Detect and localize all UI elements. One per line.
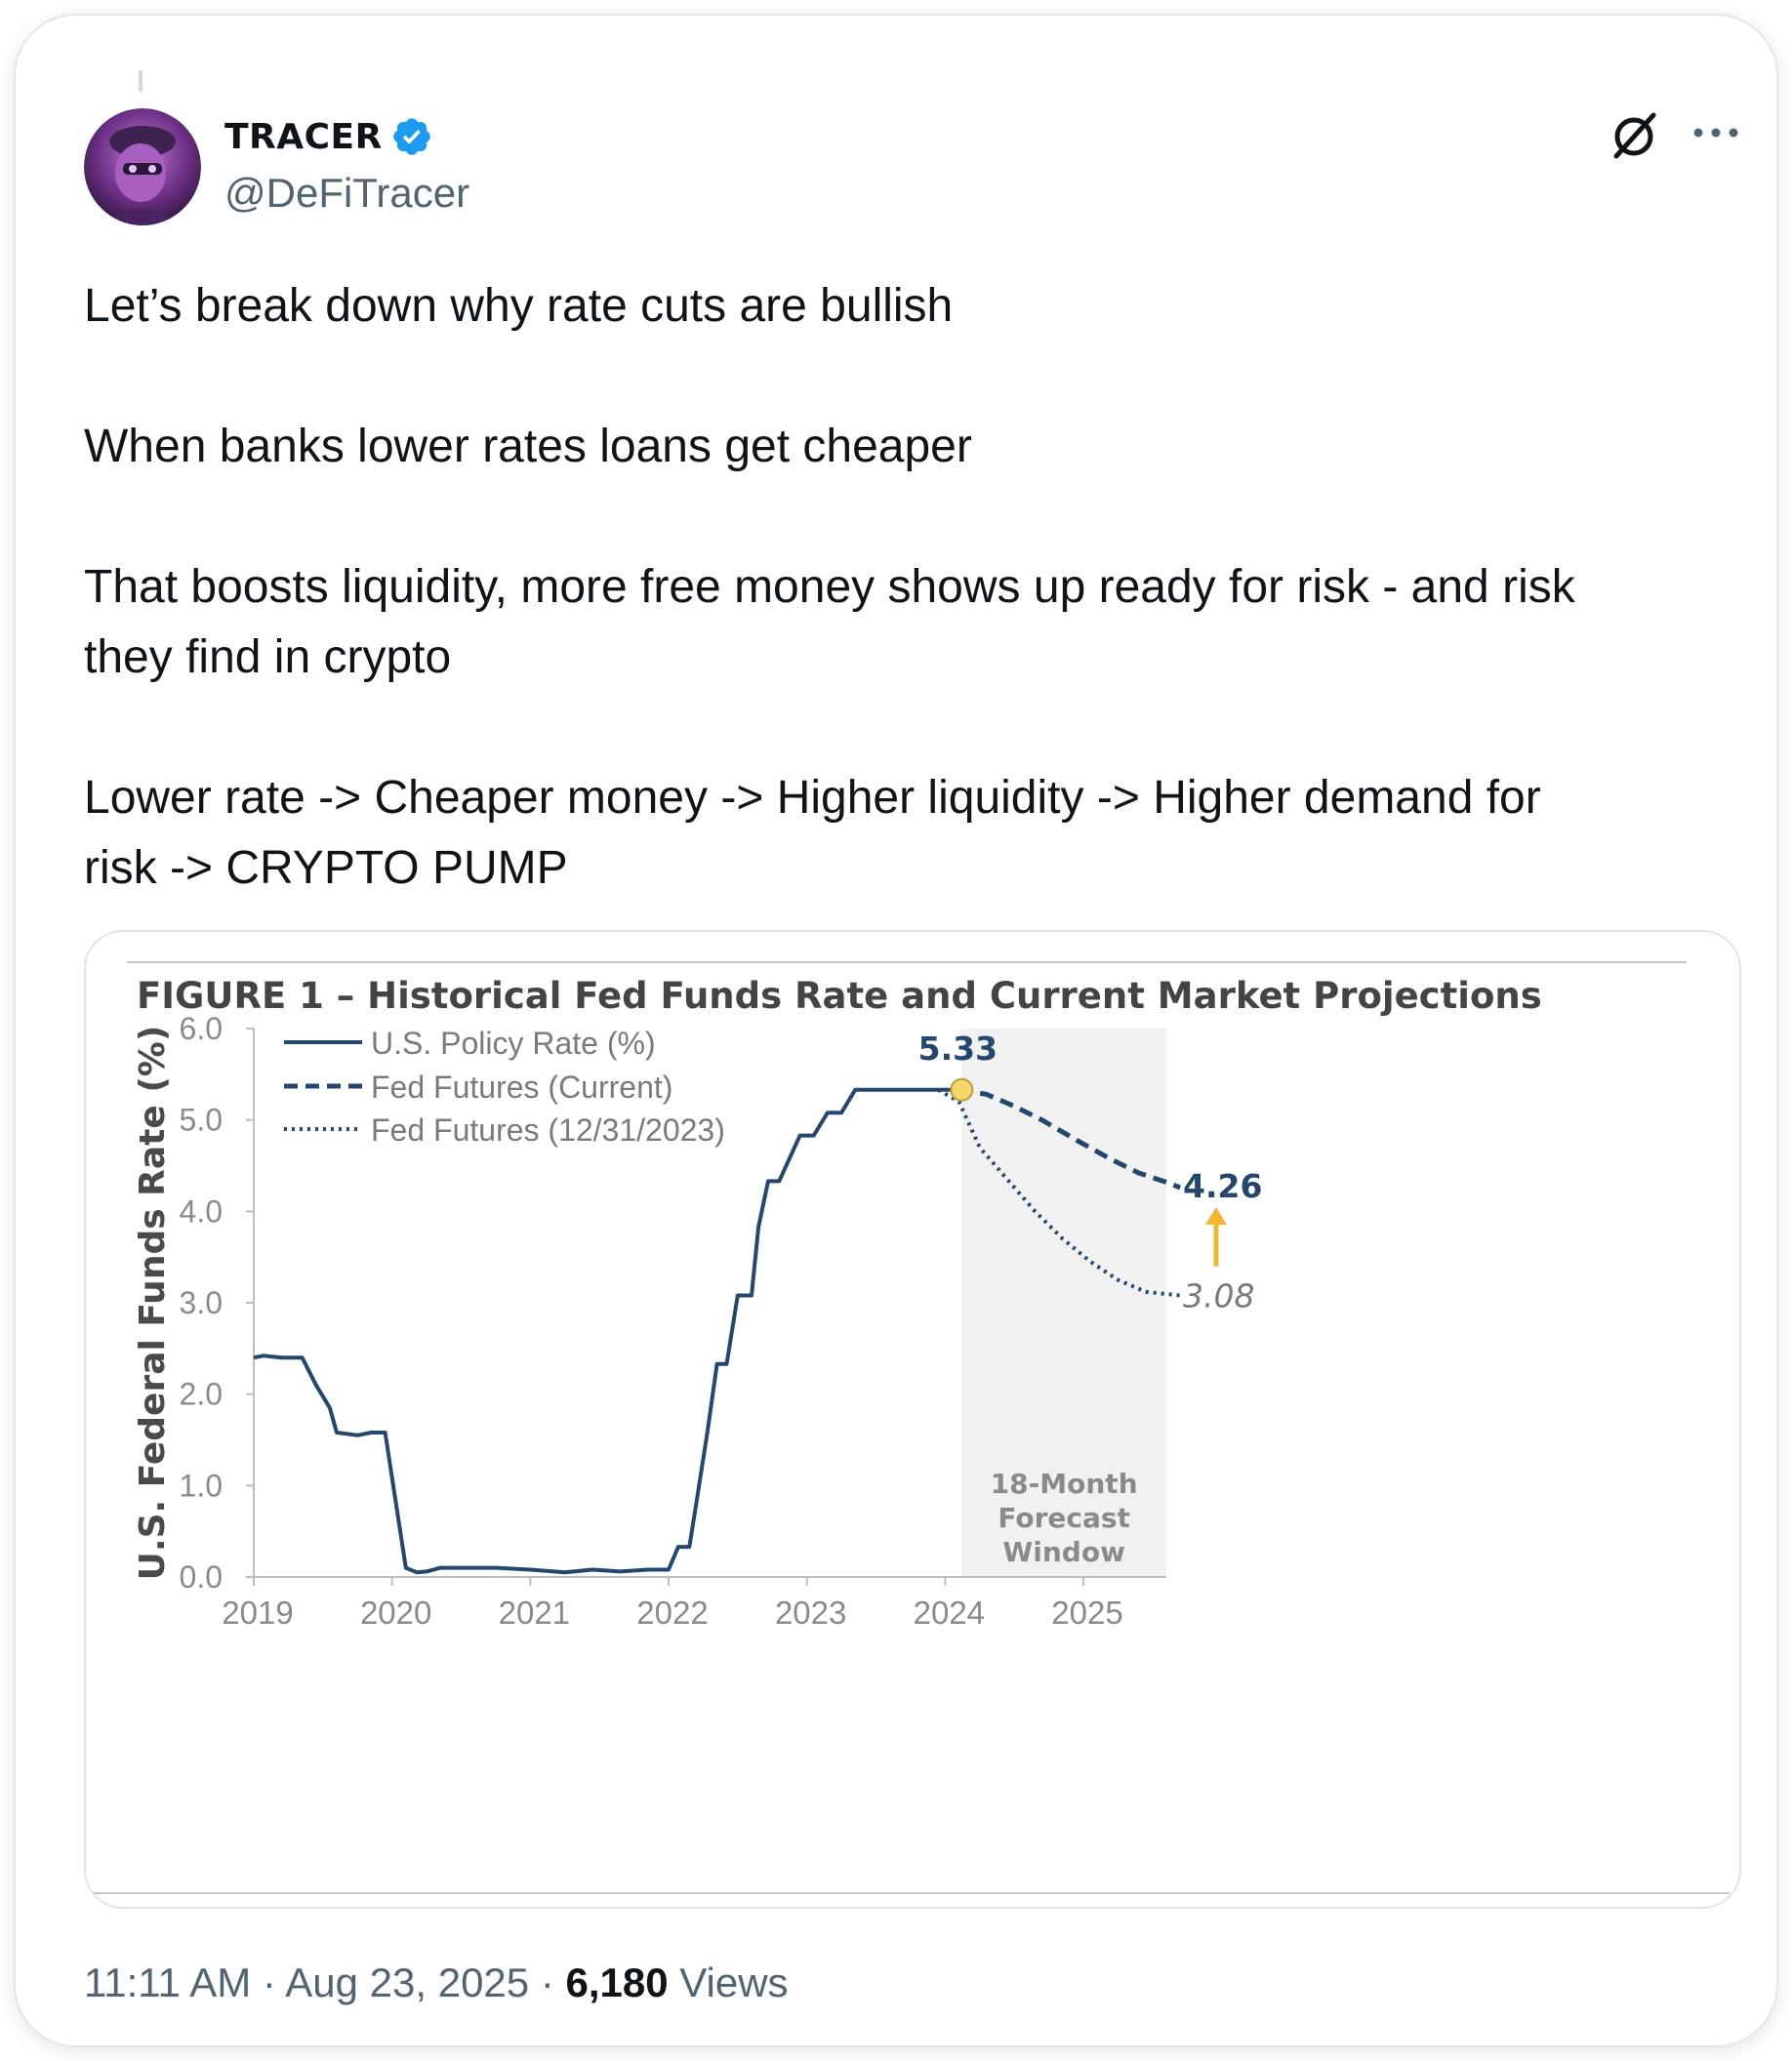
- series-line-dotted: [937, 1088, 1181, 1298]
- legend-label: Fed Futures (Current): [371, 1070, 672, 1105]
- tweet-date[interactable]: Aug 23, 2025: [285, 1960, 530, 2005]
- avatar-image: [84, 108, 201, 225]
- y-tick-label: 0.0: [180, 1559, 223, 1595]
- forecast-window-label: 18-Month: [991, 1468, 1138, 1500]
- y-tick-label: 2.0: [180, 1377, 223, 1412]
- y-tick-label: 1.0: [180, 1468, 223, 1503]
- y-tick-label: 6.0: [180, 1011, 223, 1046]
- x-tick-label: 2025: [1051, 1595, 1122, 1631]
- chart-title: FIGURE 1 – Historical Fed Funds Rate and…: [137, 975, 1542, 1017]
- annotation-current-rate: 5.33: [918, 1030, 998, 1068]
- tweet-media-chart[interactable]: FIGURE 1 – Historical Fed Funds Rate and…: [84, 930, 1741, 1909]
- x-tick-label: 2024: [914, 1595, 985, 1631]
- views-count: 6,180: [565, 1960, 669, 2005]
- x-tick-label: 2020: [360, 1595, 431, 1631]
- views-label: Views: [679, 1960, 789, 2005]
- x-tick-label: 2023: [775, 1595, 846, 1631]
- tweet-meta: 11:11 AM · Aug 23, 2025 · 6,180 Views: [84, 1960, 789, 2006]
- display-name[interactable]: TRACER: [224, 116, 383, 157]
- tweet-paragraph: When banks lower rates loans get cheaper: [84, 421, 972, 472]
- arrow-up-icon: [1205, 1206, 1227, 1225]
- tweet-card: TRACER @DeFiTracer Let’s break down why …: [14, 14, 1778, 2047]
- author-name-row: TRACER: [224, 115, 433, 158]
- thread-line: [139, 70, 143, 92]
- tweet-paragraph: Lower rate -> Cheaper money -> Higher li…: [84, 772, 1541, 894]
- forecast-window-label: Forecast: [998, 1502, 1130, 1534]
- annotation-prior-futures: 3.08: [1183, 1277, 1254, 1315]
- annotation-current-futures: 4.26: [1183, 1167, 1262, 1205]
- tweet-text: Let’s break down why rate cuts are bulli…: [84, 271, 1743, 904]
- y-axis-label: U.S. Federal Funds Rate (%): [133, 1026, 173, 1581]
- x-tick-label: 2019: [222, 1595, 293, 1631]
- fed-funds-chart: FIGURE 1 – Historical Fed Funds Rate and…: [92, 961, 1730, 1894]
- legend-label: U.S. Policy Rate (%): [371, 1026, 656, 1061]
- author-handle[interactable]: @DeFiTracer: [224, 170, 470, 216]
- series-line-dashed: [958, 1087, 1182, 1191]
- meta-separator: ·: [540, 1960, 554, 2005]
- tweet-paragraph: Let’s break down why rate cuts are bulli…: [84, 280, 954, 332]
- grok-icon[interactable]: [1607, 105, 1665, 164]
- more-dots-icon[interactable]: [1687, 113, 1745, 152]
- y-tick-label: 3.0: [180, 1285, 223, 1320]
- tweet-time[interactable]: 11:11 AM: [84, 1960, 252, 2005]
- y-tick-label: 5.0: [180, 1103, 223, 1138]
- avatar[interactable]: [84, 108, 201, 225]
- y-tick-label: 4.0: [180, 1193, 223, 1229]
- legend-label: Fed Futures (12/31/2023): [371, 1112, 725, 1148]
- forecast-window-shade: [961, 1029, 1166, 1577]
- series-line-solid: [253, 1087, 959, 1575]
- current-rate-marker: [950, 1077, 974, 1102]
- verified-badge-icon: [393, 118, 430, 155]
- meta-separator: ·: [262, 1960, 276, 2005]
- tweet-paragraph: That boosts liquidity, more free money s…: [84, 561, 1575, 683]
- forecast-window-label: Window: [1002, 1536, 1125, 1568]
- x-tick-label: 2022: [636, 1595, 708, 1631]
- x-tick-label: 2021: [499, 1595, 570, 1631]
